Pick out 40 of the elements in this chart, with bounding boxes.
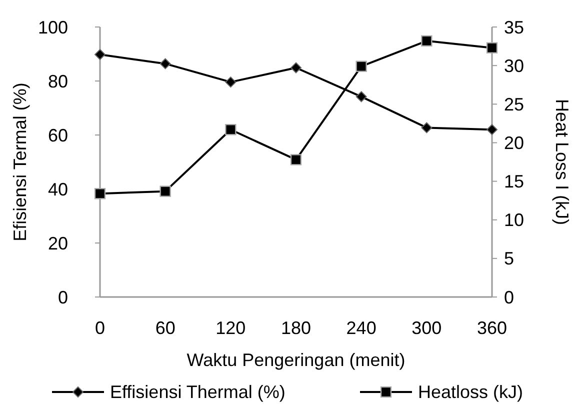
- x-tick-label: 120: [216, 318, 246, 338]
- point: [160, 186, 171, 197]
- legend-label: Effisiensi Thermal (%): [110, 382, 286, 402]
- y-tick-label: 100: [38, 17, 68, 38]
- y-tick-label: 80: [48, 71, 68, 92]
- x-tick-label: 300: [412, 318, 442, 338]
- point: [421, 122, 432, 134]
- x-tick-label: 180: [280, 318, 312, 338]
- y-axis-title: Efisiensi Termal (%): [10, 82, 30, 242]
- y2-tick-label: 10: [504, 210, 524, 230]
- y2-tick-label: 20: [504, 133, 524, 154]
- y2-tick-label: 0: [504, 287, 514, 308]
- y2-tick-label: 25: [504, 94, 524, 114]
- point: [225, 76, 236, 88]
- x-tick-label: 360: [476, 318, 508, 338]
- point: [290, 62, 302, 74]
- y-tick-label: 40: [48, 179, 68, 200]
- point: [356, 60, 367, 72]
- point: [94, 188, 106, 200]
- x-tick-label: 240: [346, 318, 376, 338]
- x-axis-title: Waktu Pengeringan (menit): [186, 350, 406, 370]
- y2-tick-label: 15: [504, 172, 524, 192]
- y2-axis-title: Heat Loss I (kJ): [552, 98, 572, 226]
- y2-tick-label: 5: [504, 248, 514, 269]
- y-tick-label: 0: [58, 287, 68, 308]
- point: [486, 42, 498, 54]
- point: [94, 49, 106, 60]
- x-tick-label: 60: [155, 318, 176, 338]
- legend-label: Heatloss (kJ): [418, 382, 524, 402]
- y2-tick-label: 30: [504, 56, 524, 76]
- point: [160, 58, 171, 70]
- x-tick-label: 0: [94, 318, 106, 338]
- point: [225, 124, 236, 136]
- point: [421, 35, 432, 46]
- point: [486, 124, 498, 136]
- y-tick-label: 60: [48, 125, 68, 146]
- point: [356, 91, 367, 102]
- y2-tick-label: 35: [504, 17, 524, 38]
- y-tick-label: 20: [48, 233, 68, 254]
- point: [290, 154, 302, 166]
